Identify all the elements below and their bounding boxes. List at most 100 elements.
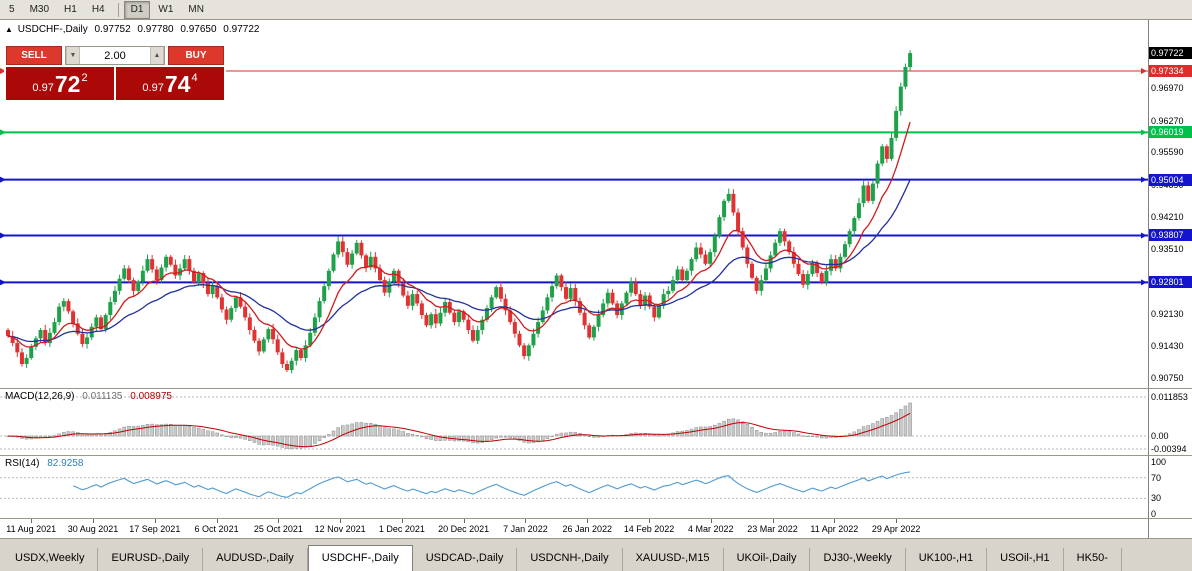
- date-label: 17 Sep 2021: [129, 524, 181, 534]
- current-price-label: 0.97722: [1149, 46, 1192, 59]
- chart-tab-usdcad-daily[interactable]: USDCAD-,Daily: [412, 548, 518, 571]
- rsi-value: 82.9258: [47, 458, 84, 469]
- chart-tab-audusd-daily[interactable]: AUDUSD-,Daily: [203, 548, 308, 571]
- timeframe-button-h4[interactable]: H4: [91, 3, 105, 15]
- line-left-marker: [0, 232, 6, 239]
- date-tick: [401, 519, 403, 523]
- rsi-chart-canvas[interactable]: [0, 456, 1148, 518]
- macd-name: MACD(12,26,9): [5, 391, 75, 402]
- date-label: 25 Oct 2021: [253, 524, 303, 534]
- timeframe-button-h1[interactable]: H1: [64, 3, 77, 15]
- timeframe-button-5[interactable]: 5: [9, 3, 15, 15]
- date-label: 26 Jan 2022: [562, 524, 612, 534]
- price-chart-panel: 0.969700.962700.955900.948900.942100.935…: [0, 20, 1192, 388]
- date-tick: [93, 519, 95, 523]
- macd-panel: 0.011853 0.00 -0.00394 MACD(12,26,9) 0.011…: [0, 389, 1192, 455]
- chart-tab-eurusd-daily[interactable]: EURUSD-,Daily: [98, 548, 204, 571]
- date-tick: [649, 519, 650, 523]
- line-right-marker: [1141, 68, 1147, 75]
- panel-separator[interactable]: [0, 455, 1192, 456]
- date-label: 23 Mar 2022: [747, 524, 798, 534]
- panel-separator: [0, 518, 1192, 519]
- rsi-line: [72, 471, 911, 498]
- panel-separator[interactable]: [0, 388, 1192, 389]
- date-label: 12 Nov 2021: [314, 524, 366, 534]
- line-left-marker: [0, 176, 6, 183]
- date-label: 11 Aug 2021: [6, 524, 57, 534]
- chart-tab-usdchf-daily[interactable]: USDCHF-,Daily: [307, 545, 413, 571]
- rsi-axis-label: 70: [1151, 472, 1162, 483]
- date-label: 6 Oct 2021: [194, 524, 239, 534]
- rsi-panel: 100 70 30 0 RSI(14) 82.9258: [0, 456, 1192, 519]
- date-label: 14 Feb 2022: [623, 524, 675, 534]
- date-tick: [216, 519, 218, 523]
- price-tick-label: 0.95590: [1151, 147, 1184, 158]
- macd-chart-canvas[interactable]: [0, 389, 1148, 455]
- price-tick-label: 0.92130: [1151, 308, 1184, 319]
- ohlc-header: ▲ USDCHF-,Daily 0.97752 0.97780 0.97650 …: [5, 24, 263, 35]
- date-label: 4 Mar 2022: [688, 524, 734, 534]
- macd-axis: 0.011853 0.00 -0.00394: [1148, 389, 1192, 455]
- chart-window: 0.969700.962700.955900.948900.942100.935…: [0, 20, 1192, 538]
- macd-axis-label: 0.011853: [1151, 392, 1188, 403]
- date-tick: [340, 519, 342, 523]
- chart-tab-usdcnh-daily[interactable]: USDCNH-,Daily: [517, 548, 623, 571]
- lot-increase-button[interactable]: ▲: [150, 47, 164, 64]
- date-tick: [525, 519, 527, 523]
- chart-tab-usdx-weekly[interactable]: USDX,Weekly: [2, 548, 99, 571]
- date-tick: [587, 519, 589, 523]
- price-tick-label: 0.96270: [1151, 115, 1184, 126]
- buy-price-bigfigure: 0.97: [142, 82, 164, 94]
- date-label: 29 Apr 2022: [871, 524, 921, 534]
- close-value: 0.97722: [223, 24, 260, 35]
- rsi-axis: 100 70 30 0: [1148, 456, 1192, 519]
- date-axis[interactable]: 11 Aug 2021 30 Aug 2021 17 Sep 2021 6 Oct 2…: [0, 519, 1192, 538]
- timeframe-button-d1[interactable]: D1: [123, 0, 151, 19]
- date-label: 20 Dec 2021: [438, 524, 490, 534]
- timeframe-button-w1[interactable]: W1: [158, 3, 174, 15]
- date-label: 30 Aug 2021: [67, 524, 119, 534]
- open-value: 0.97752: [94, 24, 131, 35]
- date-tick: [463, 519, 465, 523]
- lot-size-spinner[interactable]: ▼ 2.00 ▲: [65, 46, 165, 65]
- sell-price-display[interactable]: 0.97 72 2: [6, 67, 114, 100]
- timeframe-toolbar: 5 M30 H1 H4 D1 W1 MN: [0, 0, 1192, 20]
- macd-histogram: [6, 402, 912, 450]
- candlestick-chart-canvas[interactable]: [0, 20, 1148, 388]
- sell-price-bigfigure: 0.97: [32, 82, 54, 94]
- timeframe-button-m30[interactable]: M30: [29, 3, 50, 15]
- chart-tab-ukoil-daily[interactable]: UKOil-,Daily: [723, 548, 811, 571]
- buy-price-display[interactable]: 0.97 74 4: [116, 67, 224, 100]
- macd-label: MACD(12,26,9) 0.011135 0.008975: [5, 391, 177, 402]
- chart-tab-xauusd-m15[interactable]: XAUUSD-,M15: [622, 548, 724, 571]
- buy-button[interactable]: BUY: [168, 46, 224, 65]
- date-tick: [154, 519, 156, 523]
- price-tick-label: 0.96970: [1151, 83, 1184, 94]
- chart-tab-hk50-[interactable]: HK50-: [1063, 548, 1122, 571]
- lot-decrease-button[interactable]: ▼: [66, 47, 80, 64]
- price-level-label: 0.92801: [1149, 276, 1192, 289]
- date-tick: [772, 519, 774, 523]
- price-level-label: 0.97334: [1149, 65, 1192, 78]
- price-tick-label: 0.93510: [1151, 244, 1184, 255]
- sell-button[interactable]: SELL: [6, 46, 62, 65]
- line-right-marker: [1141, 232, 1147, 239]
- price-level-label: 0.95004: [1149, 173, 1192, 186]
- toolbar-separator: [117, 2, 119, 17]
- sell-price-point: 2: [81, 72, 88, 84]
- chart-tab-uk100-h1[interactable]: UK100-,H1: [905, 548, 988, 571]
- timeframe-button-mn[interactable]: MN: [188, 3, 204, 15]
- symbol-timeframe-label: USDCHF-,Daily: [17, 24, 88, 35]
- chart-tab-usoil-h1[interactable]: USOil-,H1: [987, 548, 1064, 571]
- line-left-marker: [0, 129, 6, 136]
- price-axis[interactable]: 0.969700.962700.955900.948900.942100.935…: [1148, 20, 1192, 388]
- date-tick: [896, 519, 898, 523]
- price-level-label: 0.93807: [1149, 229, 1192, 242]
- lot-size-value[interactable]: 2.00: [104, 49, 126, 62]
- line-right-marker: [1141, 129, 1147, 136]
- buy-price-point: 4: [191, 72, 198, 84]
- candles: [6, 50, 913, 374]
- price-tick-label: 0.91430: [1151, 341, 1184, 352]
- chart-tab-dj30-weekly[interactable]: DJ30-,Weekly: [810, 548, 906, 571]
- date-label: 7 Jan 2022: [503, 524, 548, 534]
